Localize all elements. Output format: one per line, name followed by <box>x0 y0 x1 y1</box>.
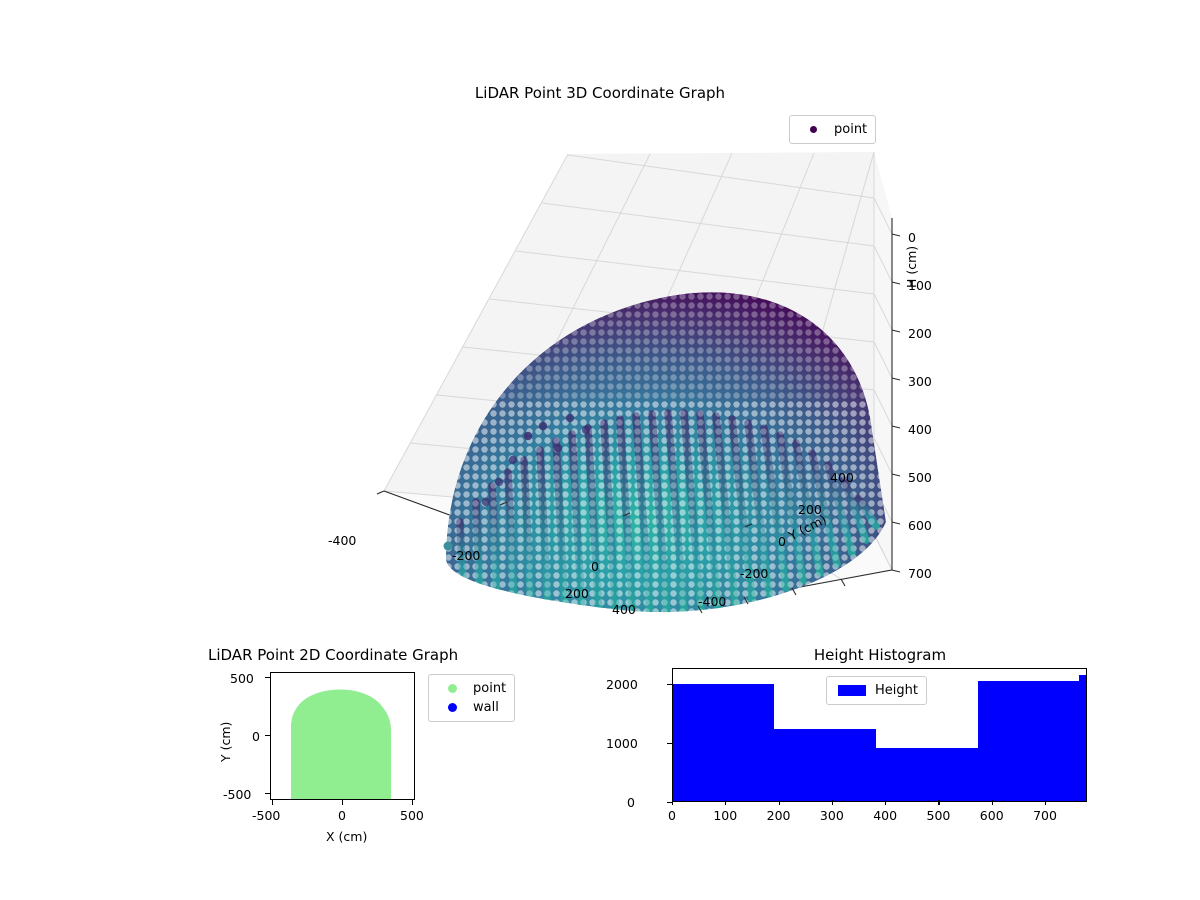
hist-xtick-100: 100 <box>713 808 738 823</box>
histogram-title: Height Histogram <box>813 646 947 664</box>
hist-xtick-700: 700 <box>1033 808 1057 823</box>
plot3d-ytick-400: 400 <box>830 470 854 485</box>
histogram-legend[interactable]: Height <box>826 676 927 705</box>
plot2d-ytick-500: 500 <box>230 671 254 686</box>
legend-item-wall[interactable]: wall <box>437 698 506 717</box>
plot2d-ytick-m500: -500 <box>223 787 252 802</box>
hist-xtick-mark-0 <box>672 800 674 805</box>
hist-xtick-mark-700 <box>1045 800 1047 805</box>
point-marker-icon <box>798 126 828 133</box>
plot2d-ytick-mark-500 <box>265 677 270 679</box>
point-marker-icon <box>437 684 467 693</box>
hist-xtick-mark-100 <box>725 800 727 805</box>
histogram-bar[interactable] <box>774 728 876 801</box>
plot3d-ztick-300: 300 <box>908 374 932 389</box>
plot3d-xtick-0: 0 <box>591 559 599 574</box>
plot3d-canvas <box>376 151 901 614</box>
plot2d-ytick-0: 0 <box>252 729 260 744</box>
legend-label-point: point <box>473 681 507 696</box>
plot3d-ticks <box>376 233 901 614</box>
plot3d-ztick-700: 700 <box>908 566 932 581</box>
plot2d-xtick-0: 0 <box>338 808 346 823</box>
hist-ytick-0: 0 <box>627 795 635 810</box>
histogram-bar[interactable] <box>875 747 978 801</box>
plot3d-axes[interactable]: 0 100 200 300 400 500 600 700 H (cm) 400… <box>300 130 940 640</box>
hist-xtick-400: 400 <box>873 808 898 823</box>
plot3d-ztick-600: 600 <box>908 518 932 533</box>
plot2d-legend[interactable]: point wall <box>428 674 516 722</box>
hist-ytick-2000: 2000 <box>606 677 638 692</box>
hist-xtick-0: 0 <box>668 808 676 823</box>
plot2d-title: LiDAR Point 2D Coordinate Graph <box>208 646 459 664</box>
legend-item-point[interactable]: point <box>798 120 867 139</box>
hist-xtick-mark-200 <box>778 800 780 805</box>
legend-item-point[interactable]: point <box>437 679 506 698</box>
plot3d-zaxis-label: H (cm) <box>904 245 919 288</box>
plot3d-ztick-400: 400 <box>908 422 932 437</box>
histogram-bar[interactable] <box>977 681 1080 801</box>
plot3d-ztick-0: 0 <box>908 230 916 245</box>
plot2d-xtick-500: 500 <box>400 808 424 823</box>
plot3d-xtick-200: 200 <box>565 586 589 601</box>
plot3d-legend[interactable]: point <box>789 115 877 144</box>
plot3d-ytick-200: 200 <box>798 502 822 517</box>
histogram-bar[interactable] <box>673 684 775 801</box>
plot3d-xtick-m200: -200 <box>452 548 481 563</box>
hist-xtick-500: 500 <box>926 808 951 823</box>
plot2d-xaxis-label: X (cm) <box>326 829 368 844</box>
plot3d-xtick-400: 400 <box>612 602 636 617</box>
histogram-bars <box>673 669 1086 801</box>
plot2d-axes[interactable] <box>270 672 415 800</box>
plot3d-ztick-200: 200 <box>908 326 932 341</box>
plot2d-ytick-mark-m500 <box>265 793 270 795</box>
hist-xtick-mark-400 <box>885 800 887 805</box>
hist-xtick-600: 600 <box>979 808 1004 823</box>
plot3d-ytick-m200: -200 <box>740 566 769 581</box>
hist-ytick-mark-1000 <box>667 743 672 745</box>
plot3d-ytick-m400: -400 <box>698 594 727 609</box>
plot3d-title: LiDAR Point 3D Coordinate Graph <box>474 84 726 102</box>
legend-label-wall: wall <box>473 700 499 715</box>
plot3d-ytick-0: 0 <box>778 534 786 549</box>
plot2d-canvas <box>291 689 391 799</box>
plot3d-stray-points <box>481 413 591 507</box>
height-bar-icon <box>835 685 869 696</box>
hist-xtick-mark-500 <box>938 800 940 805</box>
hist-xtick-mark-600 <box>991 800 993 805</box>
plot2d-yaxis-label: Y (cm) <box>218 721 233 762</box>
hist-ytick-1000: 1000 <box>606 736 638 751</box>
plot2d-point-region <box>291 689 391 799</box>
histogram-bar[interactable] <box>1079 675 1086 801</box>
hist-xtick-300: 300 <box>819 808 844 823</box>
plot2d-xtick-mark-m500 <box>272 800 274 805</box>
hist-ytick-mark-2000 <box>667 684 672 686</box>
plot3d-outlier-point <box>443 541 453 551</box>
plot2d-xtick-mark-0 <box>342 800 344 805</box>
legend-item-height[interactable]: Height <box>835 681 918 700</box>
plot3d-ztick-500: 500 <box>908 470 932 485</box>
hist-xtick-mark-300 <box>831 800 833 805</box>
plot3d-xtick-m400: -400 <box>328 533 357 548</box>
plot3d-ztick-100: 100 <box>908 278 932 293</box>
plot3d-scan-columns <box>446 400 886 613</box>
hist-xtick-200: 200 <box>766 808 791 823</box>
legend-label-point: point <box>834 122 868 137</box>
hist-ytick-mark-0 <box>667 802 672 804</box>
plot2d-xtick-m500: -500 <box>252 808 281 823</box>
wall-marker-icon <box>437 703 467 712</box>
plot2d-ytick-mark-0 <box>265 735 270 737</box>
legend-label-height: Height <box>875 683 918 698</box>
plot2d-xtick-mark-500 <box>412 800 414 805</box>
